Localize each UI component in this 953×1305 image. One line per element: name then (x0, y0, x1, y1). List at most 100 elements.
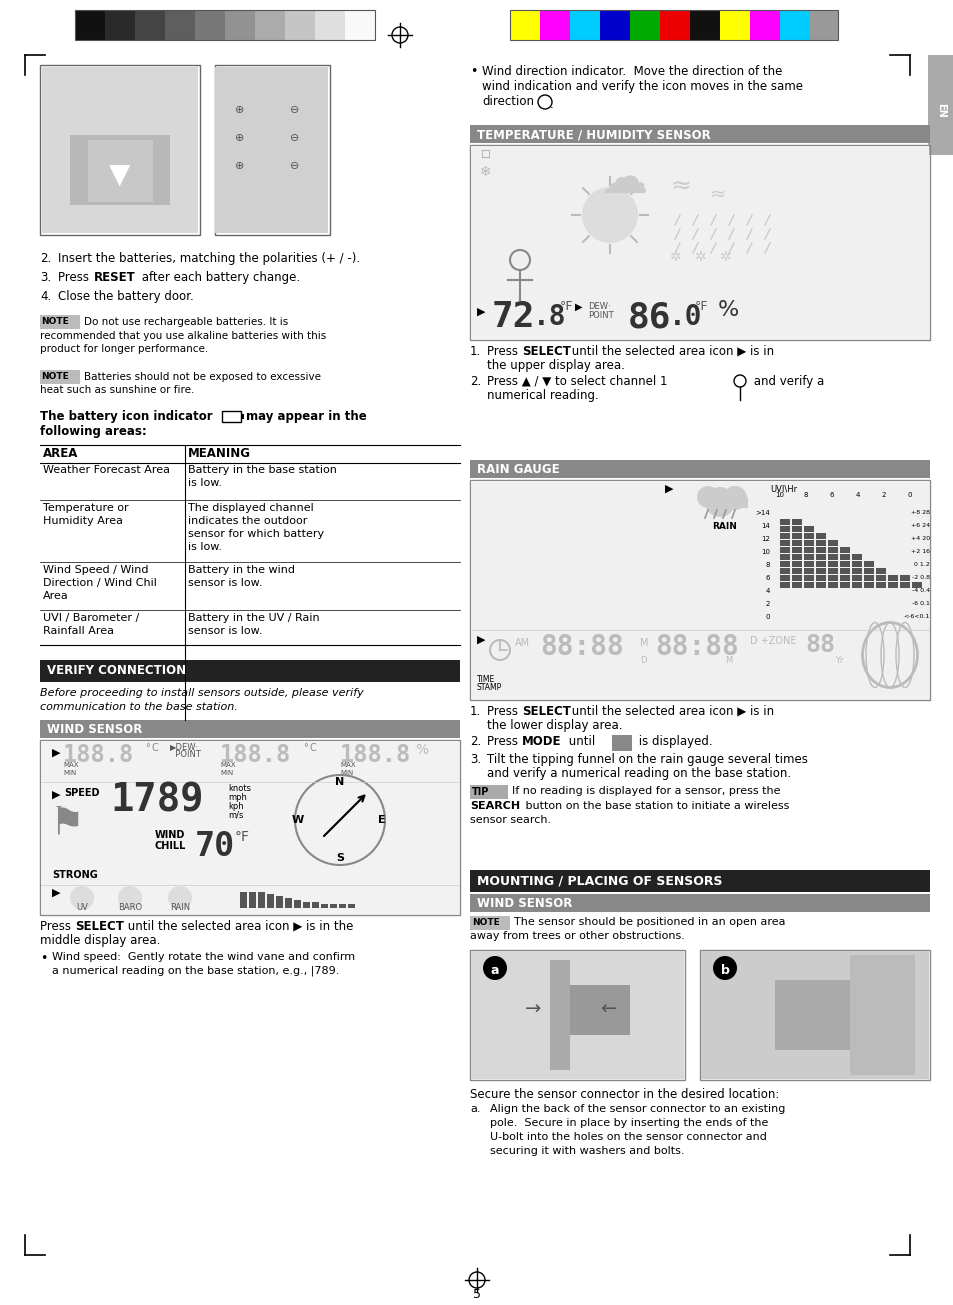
Text: ▶: ▶ (52, 790, 60, 800)
Text: WIND: WIND (154, 830, 185, 840)
Text: ✲: ✲ (669, 251, 680, 264)
Bar (705, 499, 747, 508)
Bar (803, 547, 813, 553)
Text: If no reading is displayed for a sensor, press the: If no reading is displayed for a sensor,… (512, 786, 780, 796)
Text: ⊕: ⊕ (235, 104, 244, 115)
Bar (254, 10, 285, 40)
Bar (629, 10, 659, 40)
Circle shape (168, 886, 192, 910)
Text: M: M (724, 656, 732, 666)
Text: 10: 10 (760, 549, 769, 555)
Text: 14: 14 (760, 523, 769, 529)
Circle shape (70, 886, 94, 910)
Text: °: ° (145, 743, 150, 753)
Text: Humidity Area: Humidity Area (43, 515, 123, 526)
Bar (851, 568, 862, 574)
Text: Press: Press (58, 271, 92, 284)
Bar (214, 65, 330, 235)
Text: Wind Speed / Wind: Wind Speed / Wind (43, 565, 149, 576)
Bar (887, 582, 897, 589)
Text: securing it with washers and bolts.: securing it with washers and bolts. (490, 1146, 684, 1156)
Circle shape (118, 886, 142, 910)
Text: The displayed channel: The displayed channel (188, 502, 314, 513)
Text: 6: 6 (764, 576, 769, 581)
Text: SELECT: SELECT (521, 345, 570, 358)
Text: 2: 2 (881, 492, 885, 499)
Text: recommended that you use alkaline batteries with this: recommended that you use alkaline batter… (40, 331, 326, 341)
Bar (285, 10, 314, 40)
Bar (780, 576, 789, 581)
Bar (689, 10, 720, 40)
Text: 88:88: 88:88 (655, 633, 738, 662)
Text: 188.8: 188.8 (220, 743, 291, 767)
Text: ✲: ✲ (695, 251, 706, 264)
Bar (612, 735, 631, 750)
Text: SEARCH: SEARCH (470, 801, 519, 810)
Bar (851, 582, 862, 589)
Text: DEW·: DEW· (587, 301, 610, 311)
Text: ✲: ✲ (720, 251, 731, 264)
Bar (791, 561, 801, 566)
Bar (911, 582, 921, 589)
Text: ▶DEW·: ▶DEW· (170, 743, 199, 750)
Bar (312, 902, 318, 908)
Bar (471, 482, 928, 699)
Text: W: W (292, 816, 304, 825)
Bar (470, 459, 929, 478)
Bar (345, 10, 375, 40)
Text: UVI / Barometer /: UVI / Barometer / (43, 613, 139, 622)
Bar (539, 10, 569, 40)
Text: 4.: 4. (40, 290, 51, 303)
Text: until: until (564, 735, 598, 748)
Text: .8: .8 (533, 303, 566, 331)
Text: °F: °F (695, 300, 708, 313)
Text: +4 20: +4 20 (910, 536, 929, 542)
Text: ←: ← (599, 1000, 616, 1019)
Bar (510, 10, 539, 40)
Text: ❄: ❄ (479, 164, 491, 179)
Text: wind indication and verify the icon moves in the same: wind indication and verify the icon move… (481, 80, 802, 93)
Text: RAIN: RAIN (712, 522, 737, 531)
Bar (840, 568, 849, 574)
Text: ▶: ▶ (476, 636, 485, 645)
Text: 72: 72 (492, 300, 535, 334)
Text: Before proceeding to install sensors outside, please verify: Before proceeding to install sensors out… (40, 688, 363, 698)
Text: U-bolt into the holes on the sensor connector and: U-bolt into the holes on the sensor conn… (490, 1131, 766, 1142)
Bar (40, 740, 459, 915)
Circle shape (697, 485, 719, 508)
Text: WIND SENSOR: WIND SENSOR (476, 897, 572, 910)
Text: Insert the batteries, matching the polarities (+ / -).: Insert the batteries, matching the polar… (58, 252, 359, 265)
Circle shape (482, 957, 506, 980)
Text: NOTE: NOTE (41, 372, 69, 381)
Bar (840, 561, 849, 566)
Text: button on the base station to initiate a wireless: button on the base station to initiate a… (521, 801, 788, 810)
Text: °F: °F (559, 300, 573, 313)
Bar (780, 568, 789, 574)
Text: S: S (335, 853, 344, 863)
Bar (550, 960, 569, 1070)
Bar (803, 532, 813, 539)
Text: 188.8: 188.8 (63, 743, 134, 767)
Text: UV: UV (76, 903, 88, 912)
Bar (827, 582, 837, 589)
Text: Align the back of the sensor connector to an existing: Align the back of the sensor connector t… (490, 1104, 784, 1114)
Text: NOTE: NOTE (41, 317, 69, 326)
Text: until the selected area icon ▶ is in: until the selected area icon ▶ is in (567, 345, 773, 358)
Bar (222, 411, 241, 422)
Bar (470, 870, 929, 893)
Bar (827, 576, 837, 581)
Text: Rainfall Area: Rainfall Area (43, 626, 113, 636)
Text: following areas:: following areas: (40, 425, 147, 438)
Text: Temperature or: Temperature or (43, 502, 129, 513)
Bar (780, 526, 789, 532)
Bar (803, 582, 813, 589)
Bar (827, 540, 837, 545)
Bar (780, 10, 809, 40)
Text: heat such as sunshine or fire.: heat such as sunshine or fire. (40, 385, 194, 395)
Bar (791, 547, 801, 553)
Bar (815, 561, 825, 566)
Text: product for longer performance.: product for longer performance. (40, 345, 208, 354)
Bar (314, 10, 345, 40)
Text: %: % (415, 743, 428, 757)
Circle shape (722, 485, 746, 510)
